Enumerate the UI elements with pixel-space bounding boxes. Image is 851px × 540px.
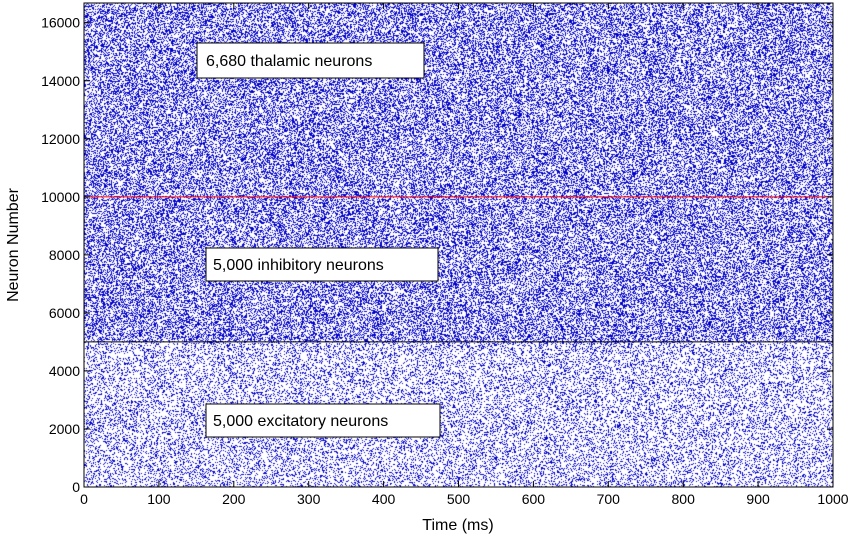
y-axis-label: Neuron Number xyxy=(5,187,22,302)
y-tick-label: 14000 xyxy=(41,73,80,89)
y-tick-label: 16000 xyxy=(41,15,80,31)
region-label-excitatory: 5,000 excitatory neurons xyxy=(205,403,441,438)
y-tick-label: 6000 xyxy=(49,305,80,321)
x-tick-label: 1000 xyxy=(817,491,848,507)
label-box-inhibitory xyxy=(205,247,439,282)
x-tick-label: 500 xyxy=(447,491,471,507)
x-tick-label: 900 xyxy=(746,491,770,507)
x-tick-label: 0 xyxy=(80,491,88,507)
label-box-thalamic xyxy=(196,42,425,79)
population-separators xyxy=(84,196,833,343)
x-tick-label: 600 xyxy=(522,491,546,507)
x-axis-ticks: 0 100 200 300 400 500 600 700 800 900 1000 xyxy=(80,3,849,507)
x-tick-label: 800 xyxy=(672,491,696,507)
y-tick-label: 12000 xyxy=(41,131,80,147)
label-text-thalamic: 6,680 thalamic neurons xyxy=(206,53,372,70)
y-tick-label: 4000 xyxy=(49,363,80,379)
y-tick-label: 8000 xyxy=(49,247,80,263)
x-tick-label: 400 xyxy=(372,491,396,507)
x-tick-label: 100 xyxy=(147,491,171,507)
x-axis-label: Time (ms) xyxy=(422,517,493,534)
region-label-inhibitory: 5,000 inhibitory neurons xyxy=(205,247,439,282)
spike-raster xyxy=(84,3,833,487)
x-tick-label: 200 xyxy=(222,491,246,507)
label-text-excitatory: 5,000 excitatory neurons xyxy=(213,413,388,430)
x-tick-label: 700 xyxy=(597,491,621,507)
spike-dots xyxy=(84,3,833,487)
y-tick-label: 10000 xyxy=(41,189,80,205)
label-box-excitatory xyxy=(205,403,441,438)
y-axis-ticks: 0 2000 4000 6000 8000 10000 12000 14000 16000 xyxy=(41,15,833,495)
label-text-inhibitory: 5,000 inhibitory neurons xyxy=(213,257,384,274)
y-tick-label: 0 xyxy=(72,479,80,495)
y-tick-label: 2000 xyxy=(49,421,80,437)
region-label-thalamic: 6,680 thalamic neurons xyxy=(196,42,425,79)
x-tick-label: 300 xyxy=(297,491,321,507)
